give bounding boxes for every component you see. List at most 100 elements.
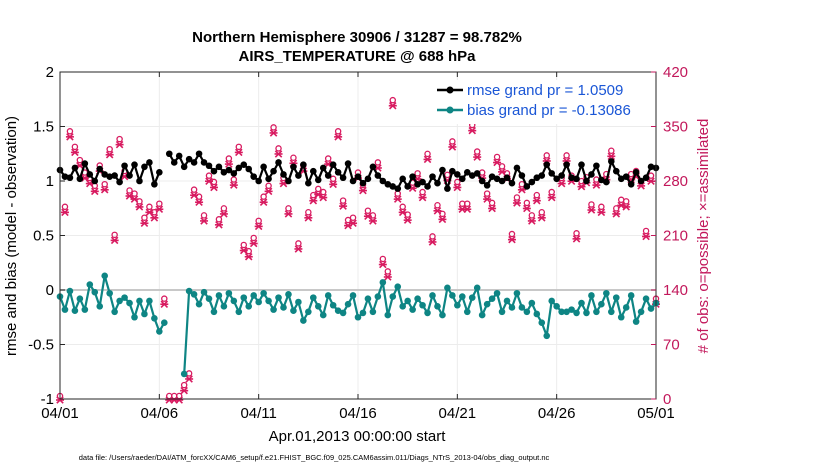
rmse-point bbox=[498, 177, 506, 185]
rmse-point bbox=[518, 172, 526, 179]
bias-point bbox=[498, 308, 506, 316]
bias-point bbox=[185, 287, 193, 295]
rmse-point bbox=[270, 167, 277, 175]
bias-point bbox=[573, 309, 580, 317]
bias-point bbox=[200, 288, 208, 296]
bias-point bbox=[548, 297, 555, 305]
chart-title-line2: AIRS_TEMPERATURE @ 688 hPa bbox=[239, 48, 477, 65]
obs-possible-point bbox=[543, 152, 550, 159]
obs-assimilated-point bbox=[65, 133, 74, 141]
obs-possible-point bbox=[285, 205, 292, 212]
bias-point bbox=[523, 308, 531, 316]
rmse-point bbox=[71, 164, 79, 172]
obs-assimilated-point bbox=[234, 148, 243, 157]
obs-possible-point bbox=[275, 145, 282, 152]
bias-point bbox=[195, 300, 203, 308]
obs-possible-point bbox=[493, 153, 501, 161]
rmse-point bbox=[210, 167, 218, 175]
rmse-point bbox=[290, 163, 297, 171]
x-axis-label: Apr.01,2013 00:00:00 start bbox=[269, 428, 447, 445]
rmse-point bbox=[533, 174, 541, 182]
bias-point bbox=[329, 301, 337, 309]
obs-assimilated-point bbox=[200, 217, 209, 225]
obs-assimilated-point bbox=[150, 214, 159, 222]
bias-point bbox=[116, 297, 123, 305]
rmse-point bbox=[568, 174, 575, 182]
bias-point bbox=[593, 308, 600, 316]
bias-point bbox=[61, 306, 69, 313]
obs-possible-point bbox=[329, 175, 337, 183]
bias-point bbox=[230, 297, 238, 305]
rmse-point bbox=[156, 168, 163, 176]
obs-assimilated-point bbox=[229, 181, 238, 189]
obs-possible-point bbox=[265, 182, 272, 190]
obs-assimilated-point bbox=[488, 204, 497, 213]
obs-possible-point bbox=[642, 227, 650, 235]
bias-point bbox=[66, 287, 74, 295]
bias-point bbox=[349, 292, 357, 299]
obs-assimilated-point bbox=[398, 208, 407, 217]
rmse-point bbox=[493, 175, 501, 183]
bias-point bbox=[151, 315, 158, 322]
rmse-point bbox=[578, 161, 585, 168]
bias-point bbox=[473, 284, 481, 292]
bias-point bbox=[121, 294, 128, 301]
obs-assimilated-point bbox=[329, 180, 338, 189]
obs-assimilated-point bbox=[60, 208, 69, 217]
obs-possible-point bbox=[533, 191, 541, 199]
bias-point bbox=[131, 313, 138, 321]
bias-point bbox=[339, 309, 347, 317]
obs-possible-point bbox=[334, 128, 342, 135]
bias-point bbox=[205, 295, 213, 303]
bias-point bbox=[319, 311, 327, 319]
bias-point bbox=[305, 308, 312, 316]
obs-possible-point bbox=[76, 156, 84, 164]
rmse-point bbox=[647, 163, 655, 171]
bias-point bbox=[627, 292, 635, 299]
obs-assimilated-point bbox=[269, 129, 278, 137]
rmse-point bbox=[61, 173, 69, 180]
rmse-point bbox=[295, 172, 302, 179]
rmse-point bbox=[384, 180, 392, 188]
bias-point bbox=[637, 308, 645, 316]
rmse-point bbox=[170, 159, 178, 166]
rmse-point bbox=[230, 170, 238, 177]
obs-possible-point bbox=[523, 199, 531, 207]
bias-point bbox=[528, 299, 536, 307]
rmse-point bbox=[111, 172, 118, 179]
obs-possible-point bbox=[473, 148, 481, 155]
rmse-point bbox=[66, 174, 74, 182]
bias-point bbox=[518, 304, 526, 311]
obs-assimilated-point bbox=[214, 221, 223, 229]
bias-point bbox=[399, 303, 407, 310]
rmse-point bbox=[637, 177, 645, 185]
x-tick-label: 04/01 bbox=[41, 405, 79, 422]
x-axis: 04/01 04/06 04/11 04/16 04/21 04/26 05/01 bbox=[41, 72, 675, 422]
obs-assimilated-point bbox=[294, 245, 303, 253]
obs-assimilated-point bbox=[339, 202, 348, 210]
bias-point bbox=[533, 310, 541, 318]
y-axis-left: -1 -0.5 0 0.5 1 1.5 2 bbox=[28, 64, 65, 408]
obs-assimilated-point bbox=[254, 222, 263, 231]
bias-point bbox=[86, 281, 94, 288]
bias-point bbox=[394, 283, 402, 291]
obs-possible-point bbox=[374, 159, 382, 166]
rmse-point bbox=[583, 177, 590, 185]
bias-point bbox=[96, 303, 104, 310]
obs-assimilated-point bbox=[334, 133, 343, 141]
legend-bias-marker bbox=[446, 106, 454, 114]
obs-assimilated-point bbox=[532, 196, 541, 205]
obs-assimilated-point bbox=[264, 187, 273, 196]
obs-possible-point bbox=[454, 178, 461, 186]
obs-assimilated-point bbox=[388, 101, 397, 110]
rmse-point bbox=[215, 163, 223, 171]
y-left-tick-label: 2 bbox=[46, 64, 54, 81]
obs-assimilated-point bbox=[587, 206, 596, 214]
obs-assimilated-point bbox=[155, 205, 164, 214]
obs-assimilated-point bbox=[597, 208, 606, 217]
rmse-point bbox=[558, 172, 565, 179]
bias-point bbox=[379, 279, 387, 286]
obs-possible-point bbox=[200, 212, 208, 219]
bias-point bbox=[404, 297, 411, 305]
obs-possible-point bbox=[255, 217, 262, 225]
